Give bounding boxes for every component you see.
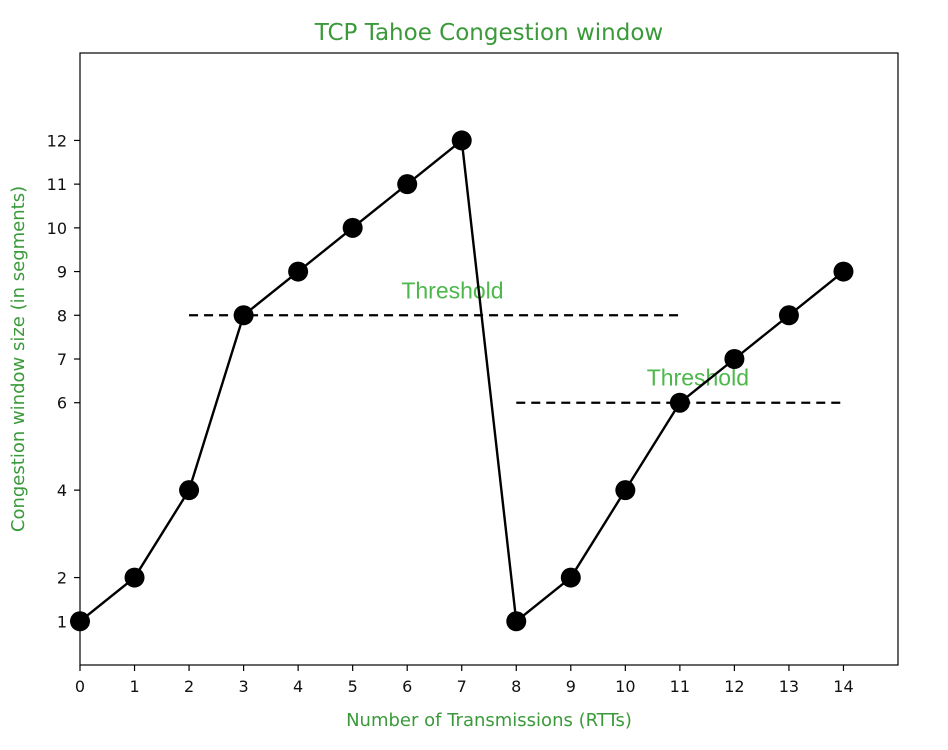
data-point-9 <box>560 567 581 588</box>
data-point-13 <box>778 305 799 326</box>
y-tick-label-11: 11 <box>47 175 67 194</box>
plot-area-frame <box>79 52 899 666</box>
y-tick-label-8: 8 <box>57 306 67 325</box>
x-axis-ticks: 0 1 2 3 4 5 6 7 8 9 10 11 12 13 14 <box>75 665 854 696</box>
x-tick-label-5: 5 <box>348 677 358 696</box>
data-point-12 <box>724 349 745 369</box>
y-tick-label-2: 2 <box>57 569 67 588</box>
x-tick-label-10: 10 <box>615 677 635 696</box>
x-tick-label-3: 3 <box>239 677 249 696</box>
threshold-label-2: Threshold <box>647 365 749 391</box>
x-tick-label-1: 1 <box>129 677 139 696</box>
data-point-7 <box>451 130 472 151</box>
x-tick-label-0: 0 <box>75 677 85 696</box>
y-tick-label-6: 6 <box>57 394 67 413</box>
x-tick-label-12: 12 <box>724 677 744 696</box>
x-tick-label-14: 14 <box>833 677 853 696</box>
x-tick-label-6: 6 <box>402 677 412 696</box>
x-tick-label-9: 9 <box>566 677 576 696</box>
x-tick-label-4: 4 <box>293 677 303 696</box>
x-tick-label-13: 13 <box>779 677 799 696</box>
y-tick-label-1: 1 <box>57 612 67 631</box>
x-tick-label-8: 8 <box>511 677 521 696</box>
chart-title: TCP Tahoe Congestion window <box>314 20 663 46</box>
x-tick-label-2: 2 <box>184 677 194 696</box>
data-point-6 <box>397 174 418 195</box>
y-tick-label-9: 9 <box>57 263 67 282</box>
data-point-2 <box>179 480 200 501</box>
data-point-1 <box>124 567 145 588</box>
y-tick-label-12: 12 <box>47 131 67 150</box>
threshold-layer: Threshold Threshold <box>189 277 844 404</box>
x-axis-label: Number of Transmissions (RTTs) <box>346 710 632 731</box>
data-point-11 <box>669 392 690 413</box>
data-point-10 <box>615 480 636 501</box>
threshold-label-1: Threshold <box>401 277 503 303</box>
data-point-8 <box>506 611 527 632</box>
x-tick-label-7: 7 <box>457 677 467 696</box>
y-tick-label-7: 7 <box>57 350 67 369</box>
y-axis-label: Congestion window size (in segments) <box>8 186 29 532</box>
marker-layer <box>70 130 854 632</box>
data-point-14 <box>833 261 854 282</box>
x-tick-label-11: 11 <box>670 677 690 696</box>
data-point-5 <box>342 217 363 238</box>
data-point-3 <box>233 305 254 326</box>
y-tick-label-4: 4 <box>57 481 67 500</box>
data-point-4 <box>288 261 309 282</box>
y-tick-label-10: 10 <box>47 219 67 238</box>
